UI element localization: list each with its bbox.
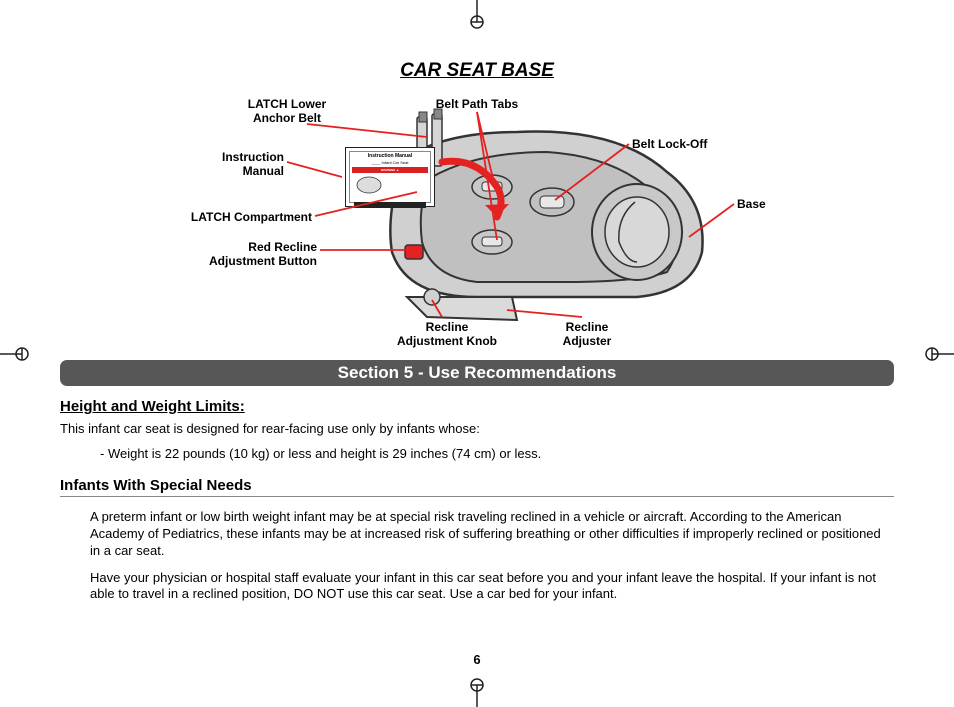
callout-base: Base xyxy=(737,197,797,211)
page-number: 6 xyxy=(40,652,914,667)
crop-mark-bottom xyxy=(462,677,492,707)
bullet-weight: - Weight is 22 pounds (10 kg) or less an… xyxy=(100,446,894,461)
intro-text: This infant car seat is designed for rea… xyxy=(60,421,894,438)
callout-latch-lower: LATCH Lower Anchor Belt xyxy=(232,97,342,126)
special-para-1: A preterm infant or low birth weight inf… xyxy=(90,509,894,560)
section-bar: Section 5 - Use Recommendations xyxy=(60,360,894,386)
callout-instruction-manual: Instruction Manual xyxy=(194,150,284,179)
callout-belt-path-tabs: Belt Path Tabs xyxy=(417,97,537,111)
page-title: CAR SEAT BASE xyxy=(40,60,914,82)
height-weight-heading: Height and Weight Limits: xyxy=(60,398,894,415)
callout-latch-compartment: LATCH Compartment xyxy=(167,210,312,224)
callout-recline-adjuster: Recline Adjuster xyxy=(537,320,637,349)
special-para-2: Have your physician or hospital staff ev… xyxy=(90,570,894,604)
car-seat-base-diagram xyxy=(337,102,717,322)
callout-red-recline: Red Recline Adjustment Button xyxy=(177,240,317,269)
crop-mark-top xyxy=(462,0,492,30)
callout-recline-knob: Recline Adjustment Knob xyxy=(377,320,517,349)
instruction-manual-inset: Instruction Manual ____ Infant Car Seat … xyxy=(345,147,435,207)
special-needs-heading: Infants With Special Needs xyxy=(60,477,894,497)
diagram-area: Instruction Manual ____ Infant Car Seat … xyxy=(77,92,877,352)
crop-mark-right xyxy=(924,339,954,369)
crop-mark-left xyxy=(0,339,30,369)
callout-belt-lockoff: Belt Lock-Off xyxy=(632,137,742,151)
